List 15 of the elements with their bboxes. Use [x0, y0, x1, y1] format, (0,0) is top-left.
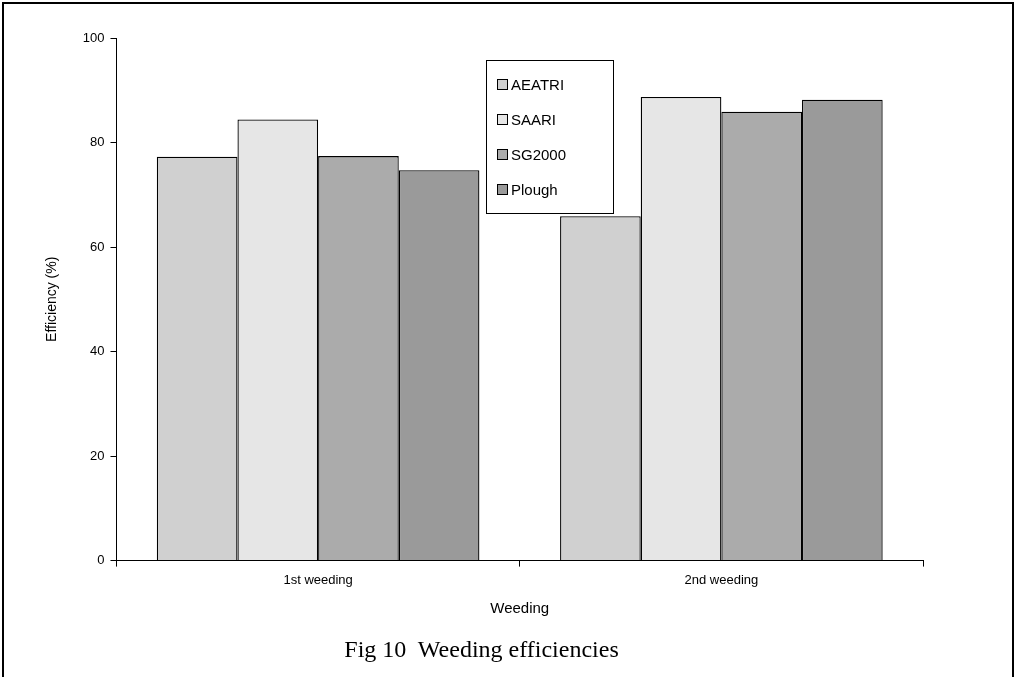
text: Fig 10 Weeding efficiencies: [344, 635, 619, 662]
x-axis-title: Weeding: [490, 599, 550, 617]
x-tick-label: 2nd weeding: [684, 571, 759, 587]
legend-label: SAARI: [511, 111, 557, 128]
legend-label: SG2000: [511, 146, 567, 163]
y-tick-label: 80: [90, 134, 105, 150]
y-tick-label: 40: [90, 343, 105, 359]
y-tick-label: 60: [90, 238, 105, 254]
legend-label: Plough: [511, 181, 558, 198]
y-tick-label: 0: [97, 552, 105, 568]
x-tick-label: 1st weeding: [283, 571, 353, 587]
y-axis-title: Efficiency (%): [43, 256, 60, 342]
y-tick-label: 100: [82, 29, 105, 45]
y-tick-label: 20: [90, 447, 105, 463]
legend-label: AEATRI: [511, 76, 565, 93]
